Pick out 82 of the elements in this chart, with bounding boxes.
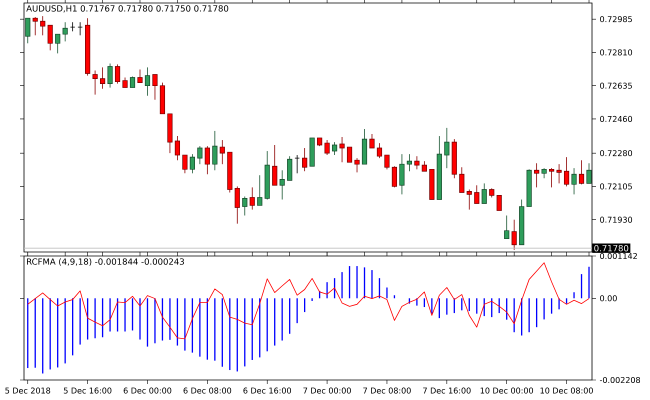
- chart-title: RCFMA (4,9,18) -0.001844 -0.000243: [27, 258, 184, 266]
- candlestick: [422, 160, 427, 172]
- candlestick: [48, 24, 53, 51]
- candlestick: [339, 136, 345, 163]
- candlestick: [220, 140, 225, 165]
- y-tick-label: 0.72280: [600, 150, 632, 156]
- candlestick: [190, 154, 195, 174]
- candlestick: [55, 34, 60, 54]
- candlestick: [414, 156, 420, 170]
- x-tick-label: 7 Dec 00:00: [303, 388, 351, 394]
- candlestick: [287, 156, 292, 181]
- x-tick-label: 10 Dec 00:00: [480, 388, 534, 394]
- candlestick: [197, 146, 202, 165]
- x-tick-label: 6 Dec 16:00: [243, 388, 292, 394]
- candlestick: [182, 154, 188, 174]
- candlestick: [578, 160, 584, 185]
- candlestick: [376, 142, 382, 158]
- ref-line-label: 0.71780: [594, 244, 628, 252]
- candlestick: [204, 146, 210, 175]
- candlestick: [504, 215, 510, 240]
- candlestick: [144, 67, 150, 96]
- candlestick: [242, 196, 248, 216]
- y-tick-label: 0.72460: [600, 116, 632, 122]
- candlestick: [114, 64, 120, 84]
- candlestick: [474, 184, 480, 204]
- candlestick: [392, 166, 398, 188]
- y-tick-label: 0.71930: [600, 216, 632, 223]
- candlestick: [212, 130, 218, 171]
- x-tick-label: 7 Dec 16:00: [423, 388, 471, 394]
- y-tick-label: 0.00: [600, 295, 617, 302]
- candlestick: [444, 127, 450, 169]
- candlestick: [100, 67, 106, 90]
- candlestick: [234, 186, 240, 224]
- y-tick-label: 0.72105: [600, 183, 632, 190]
- candlestick: [32, 16, 38, 36]
- x-tick-label: 5 Dec 16:00: [64, 388, 112, 394]
- y-tick-label: 0.72635: [600, 82, 632, 89]
- candlestick: [369, 134, 375, 148]
- candlestick: [571, 168, 577, 195]
- candlestick: [384, 154, 390, 170]
- candlestick: [324, 140, 330, 156]
- candlestick: [174, 136, 180, 161]
- x-tick-label: 6 Dec 08:00: [184, 388, 232, 394]
- candlestick: [257, 174, 262, 206]
- candlestick: [280, 170, 285, 200]
- y-tick-label: 0.001142: [600, 252, 637, 260]
- candlestick: [564, 156, 570, 187]
- candlestick: [406, 154, 412, 172]
- candlestick: [496, 194, 502, 211]
- candlestick: [549, 168, 554, 188]
- x-tick-label: 6 Dec 00:00: [124, 388, 172, 394]
- candlestick: [466, 189, 472, 210]
- y-tick-label: 0.72985: [600, 16, 632, 22]
- candlestick: [250, 186, 255, 210]
- candlestick: [542, 168, 547, 179]
- candlestick: [302, 148, 308, 172]
- candlestick: [40, 16, 46, 36]
- candlestick: [130, 76, 136, 88]
- candlestick: [107, 63, 113, 88]
- candlestick: [512, 219, 517, 250]
- candlestick: [25, 18, 30, 44]
- candlestick: [489, 188, 494, 198]
- candlestick: [152, 74, 158, 100]
- candlestick: [137, 69, 143, 84]
- x-tick-label: 10 Dec 08:00: [540, 388, 593, 394]
- candlestick: [272, 144, 278, 186]
- candlestick: [122, 77, 128, 88]
- candlestick: [459, 166, 464, 193]
- candlestick: [62, 22, 68, 42]
- x-tick-label: 7 Dec 08:00: [363, 388, 411, 394]
- candlestick: [92, 70, 98, 96]
- candlestick: [482, 182, 487, 204]
- y-tick-label: 0.72810: [600, 49, 632, 56]
- y-tick-label: -0.002208: [600, 376, 640, 384]
- candlestick: [399, 154, 405, 195]
- candlestick: [534, 162, 540, 188]
- chart-title: AUDUSD,H1 0.71767 0.71780 0.71750 0.71780: [26, 5, 228, 12]
- x-tick-label: 5 Dec 2018: [5, 388, 50, 394]
- candlestick: [586, 162, 592, 184]
- candlestick: [332, 142, 338, 156]
- candlestick: [354, 158, 360, 173]
- candlestick: [346, 146, 352, 163]
